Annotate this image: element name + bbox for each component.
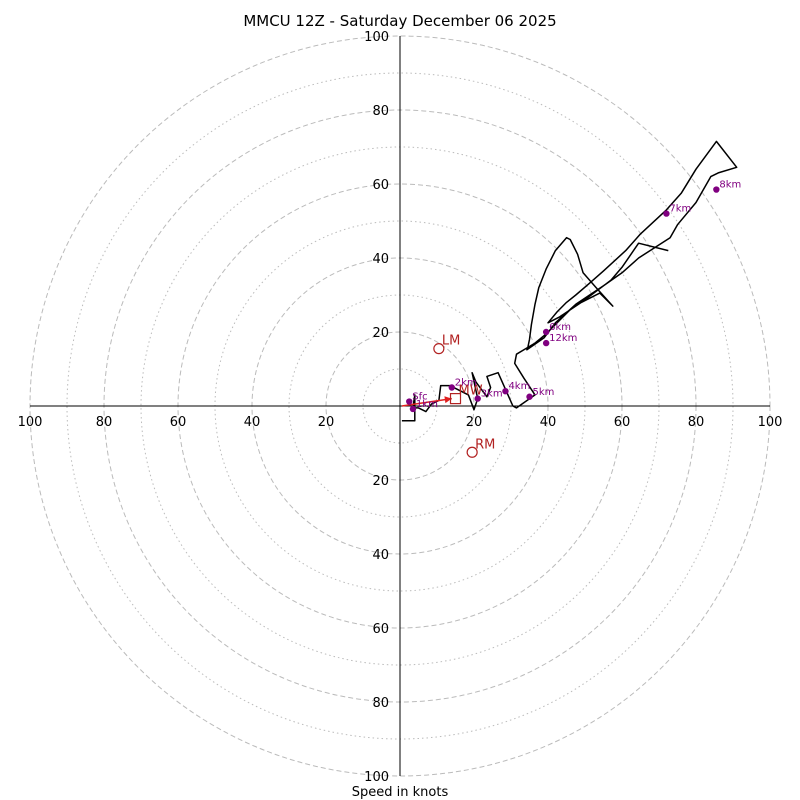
tick-bottom-60: 60: [372, 622, 389, 637]
height-marker-12km: [542, 339, 550, 347]
height-label-7km: 7km: [669, 204, 691, 215]
chart-title: MMCU 12Z - Saturday December 06 2025: [243, 12, 556, 30]
height-marker-4km: [502, 388, 509, 395]
tick-left-60: 60: [170, 415, 187, 430]
height-marker-1km: [409, 405, 417, 413]
tick-bottom-20: 20: [372, 474, 389, 489]
tick-left-100: 100: [18, 415, 43, 430]
height-marker-8km: [713, 186, 720, 193]
tick-right-20: 20: [466, 415, 483, 430]
tick-top-80: 80: [372, 104, 389, 119]
axis-tick-labels: 100 80 60 40 20 20 40 60 80 100 100 80 60 40 20 20 40 60 8…: [18, 30, 783, 785]
hodograph-trace-group: [401, 140, 738, 422]
height-marker-5km: [526, 393, 533, 400]
storm-motion-mw-marker: [449, 393, 462, 405]
height-label-8km: 8km: [719, 180, 741, 191]
height-label-3km: 3km: [481, 389, 503, 400]
storm-motion-markers: LM RM MW: [433, 334, 495, 458]
x-axis-label: Speed in knots: [352, 785, 449, 800]
tick-top-40: 40: [372, 252, 389, 267]
height-label-4km: 4km: [508, 381, 530, 392]
tick-top-100: 100: [364, 30, 389, 45]
tick-left-80: 80: [96, 415, 113, 430]
height-label-sfc: Sfc: [412, 392, 427, 403]
shear-vector-arrowhead: [444, 396, 452, 404]
hodograph-trace: [401, 140, 738, 422]
tick-right-100: 100: [758, 415, 783, 430]
tick-bottom-80: 80: [372, 696, 389, 711]
height-marker-6km: [542, 328, 550, 336]
height-label-5km: 5km: [533, 387, 555, 398]
height-marker-7km: [663, 210, 670, 217]
tick-left-40: 40: [244, 415, 261, 430]
tick-right-80: 80: [688, 415, 705, 430]
tick-bottom-100: 100: [364, 770, 389, 785]
axes: [30, 36, 770, 776]
tick-bottom-40: 40: [372, 548, 389, 563]
tick-left-20: 20: [318, 415, 335, 430]
shear-vector-line: [401, 397, 452, 407]
height-label-12km: 12km: [549, 333, 577, 344]
storm-motion-mw-label: MW: [459, 384, 483, 399]
storm-motion-lm-label: LM: [442, 334, 460, 349]
height-label-1km: 1km: [416, 399, 438, 410]
height-label-2km: 2km: [455, 378, 477, 389]
height-marker-sfc: [406, 398, 413, 405]
tick-top-20: 20: [372, 326, 389, 341]
tick-top-60: 60: [372, 178, 389, 193]
shear-vector-group: [401, 396, 452, 407]
storm-motion-lm-marker: [433, 343, 445, 355]
tick-right-40: 40: [540, 415, 557, 430]
height-marker-2km: [448, 384, 455, 391]
height-label-6km: 6km: [549, 322, 571, 333]
storm-motion-rm-marker: [466, 446, 478, 458]
height-marker-3km: [474, 395, 481, 402]
storm-motion-rm-label: RM: [475, 437, 495, 452]
tick-right-60: 60: [614, 415, 631, 430]
